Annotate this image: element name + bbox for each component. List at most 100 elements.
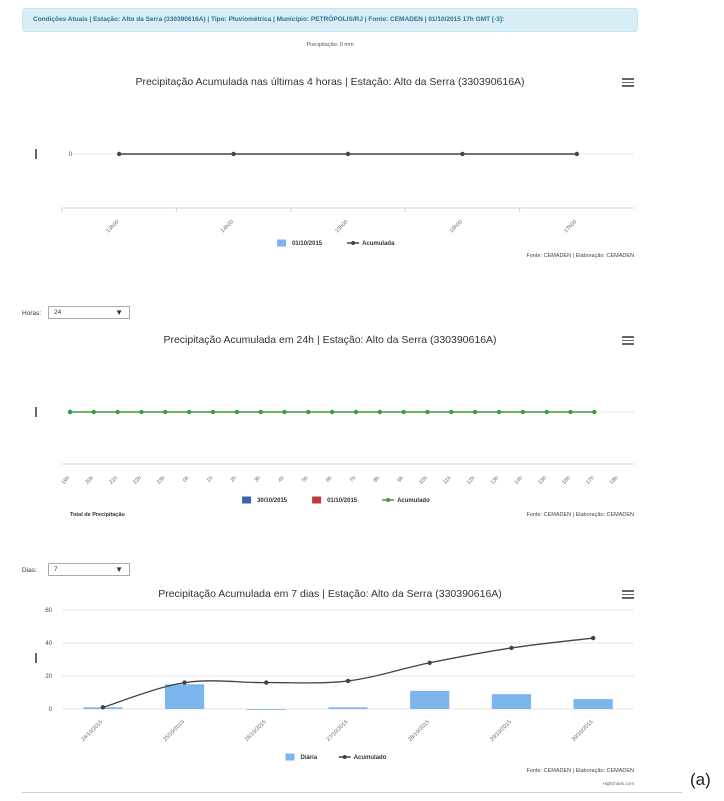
x-tick-label: 24/10/2015 [81,719,105,743]
data-point [210,409,216,415]
x-tick-label: 27/10/2015 [326,719,350,743]
x-tick-label: 17h00 [563,219,578,234]
x-tick-label: 13h00 [106,219,121,234]
data-point [460,151,465,157]
x-tick-label: 26/10/2015 [244,719,268,743]
x-tick-label: 16h00 [449,219,464,234]
horas-select-value: 24 [54,309,62,316]
data-point [163,409,168,415]
legend-label: Acumulado [397,498,430,504]
data-point [345,678,351,684]
data-point [574,151,579,157]
y-tick-label: 20 [45,674,52,680]
data-point [353,409,359,415]
legend-symbol [342,755,347,759]
y-tick-label: 40 [45,641,52,647]
x-tick-label: 12h [466,475,477,486]
bar [491,694,532,709]
data-point [592,409,597,415]
legend-label: 30/10/2015 [257,498,288,504]
dias-select-value: 7 [54,566,58,573]
data-point [231,151,236,157]
x-tick-label: 15h00 [334,219,349,234]
x-tick-label: 1h [206,475,215,484]
y-tick-label: 60 [45,608,52,614]
data-point [544,409,549,415]
legend-symbol [312,496,322,504]
x-tick-label: 21h [108,475,119,486]
highcharts-credit[interactable]: Highcharts.com [602,781,634,786]
chart2-menu-icon[interactable] [622,336,634,345]
x-tick-label: 19h [61,475,72,486]
data-point [67,409,73,415]
data-point [282,409,287,415]
data-point [345,151,351,157]
bar [573,699,613,709]
x-tick-label: 30/10/2015 [571,719,595,743]
x-tick-label: 9h [397,475,406,484]
chart1-fonte: Fonte: CEMADEN | Elaboração: CEMADEN [526,253,635,259]
data-point [264,680,269,685]
data-point [186,409,192,415]
legend-symbol [285,753,295,761]
data-point [496,409,502,415]
x-tick-label: 23h [156,475,167,486]
data-point [590,635,596,641]
x-tick-label: 5h [301,475,310,484]
chart1-menu-icon[interactable] [622,78,634,87]
data-point [377,409,383,415]
data-point [91,409,97,415]
chart2-fonte: Fonte: CEMADEN | Elaboração: CEMADEN [526,512,635,518]
precip-note: Precipitação: 0 mm [306,42,354,48]
data-point [472,409,478,415]
x-tick-label: 22h [132,475,143,486]
data-point [568,409,573,415]
legend-label: 01/10/2015 [327,498,358,504]
bar [328,707,368,709]
x-tick-label: 15h [537,475,548,486]
bar [164,684,205,709]
data-point [425,409,430,415]
x-tick-label: 14h00 [220,219,235,234]
x-tick-label: 6h [325,475,334,484]
x-tick-label: 16h [561,475,572,486]
dias-select[interactable]: 7 ▼ [48,563,130,576]
data-point [509,645,514,651]
chart1-title: Precipitação Acumulada nas últimas 4 hor… [135,76,525,88]
bar [410,690,450,709]
chart3-menu-icon[interactable] [622,590,634,599]
data-point [329,409,335,415]
dias-label: Dias: [22,567,37,574]
legend-label: Diária [301,755,318,761]
chart3-title: Precipitação Acumulada em 7 dias | Estaç… [158,588,502,600]
y-axis-title-icon [35,653,37,663]
x-tick-label: 8h [373,475,382,484]
x-tick-label: 28/10/2015 [407,719,431,743]
horas-select[interactable]: 24 ▼ [48,306,130,319]
legend-symbol [242,496,252,504]
y-axis-title-icon [35,407,37,417]
chevron-down-icon: ▼ [115,308,123,317]
x-tick-label: 4h [277,475,286,484]
horas-label: Horas: [22,310,42,317]
data-point [306,409,311,415]
x-tick-label: 0h [182,475,191,484]
y-axis-title-icon [35,149,37,159]
legend-label: 01/10/2015 [292,241,323,247]
data-point [139,409,144,415]
data-point [115,409,120,415]
x-tick-label: 7h [349,475,358,484]
legend-label: Acumulado [354,755,387,761]
legend-symbol [386,498,391,502]
data-point [100,705,106,710]
data-point [449,409,454,415]
data-point [117,151,122,157]
chevron-down-icon: ▼ [115,565,123,574]
divider [22,792,682,793]
data-point [182,680,187,685]
x-tick-label: 29/10/2015 [489,719,513,743]
chart2-title: Precipitação Acumulada em 24h | Estação:… [163,334,497,346]
x-tick-label: 10h [418,475,429,486]
x-tick-label: 2h [230,475,239,484]
